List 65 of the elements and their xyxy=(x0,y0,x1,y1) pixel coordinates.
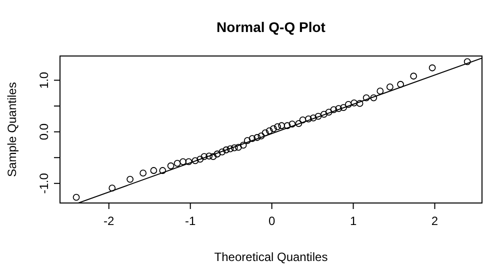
point xyxy=(299,116,306,124)
x-axis-title: Theoretical Quantiles xyxy=(214,250,328,264)
x-tick-label: -1 xyxy=(185,214,196,228)
point xyxy=(370,94,378,102)
point xyxy=(362,94,370,102)
point xyxy=(310,114,317,122)
y-tick-label: 1.0 xyxy=(37,72,51,89)
point xyxy=(410,72,418,80)
point xyxy=(185,158,192,166)
point xyxy=(174,160,181,167)
point xyxy=(335,105,342,112)
point xyxy=(226,145,234,152)
point xyxy=(108,184,116,192)
point xyxy=(244,137,251,144)
point xyxy=(356,100,364,107)
point xyxy=(386,83,394,90)
point xyxy=(320,110,328,118)
point xyxy=(248,135,256,142)
point xyxy=(192,157,199,164)
point xyxy=(200,153,208,160)
x-tick-label: 1 xyxy=(350,214,357,228)
point xyxy=(288,120,296,128)
point xyxy=(295,120,302,128)
point xyxy=(167,162,174,170)
point xyxy=(274,123,281,130)
point xyxy=(254,134,261,141)
y-axis-title: Sample Quantiles xyxy=(5,82,19,177)
point xyxy=(428,64,436,72)
point xyxy=(222,146,230,154)
x-tick-label: 0 xyxy=(268,214,276,228)
chart-title: Normal Q-Q Plot xyxy=(216,19,326,35)
point xyxy=(230,144,238,152)
point xyxy=(284,122,291,130)
point xyxy=(126,176,134,183)
point xyxy=(159,167,166,174)
point xyxy=(240,142,247,149)
point xyxy=(234,144,242,151)
point xyxy=(258,132,265,140)
point xyxy=(72,194,80,201)
point xyxy=(330,106,338,114)
point xyxy=(314,112,322,120)
point xyxy=(278,122,286,130)
point xyxy=(218,148,226,156)
point xyxy=(340,104,347,112)
point xyxy=(270,125,277,132)
point xyxy=(262,129,269,136)
point xyxy=(150,167,158,174)
point xyxy=(350,99,358,106)
x-tick-label: 2 xyxy=(431,214,438,228)
point xyxy=(266,127,273,134)
point xyxy=(305,115,312,122)
point xyxy=(140,170,147,177)
point xyxy=(196,156,204,163)
y-tick-label: -1.0 xyxy=(37,172,51,194)
point xyxy=(206,152,213,160)
x-tick-label: -2 xyxy=(104,214,115,228)
point xyxy=(210,153,217,160)
point xyxy=(464,58,471,66)
point xyxy=(344,101,352,108)
point xyxy=(214,150,221,158)
point xyxy=(397,80,404,88)
y-tick-label: 0.0 xyxy=(37,123,51,140)
point xyxy=(325,108,332,116)
point xyxy=(376,88,384,95)
point xyxy=(180,158,186,166)
